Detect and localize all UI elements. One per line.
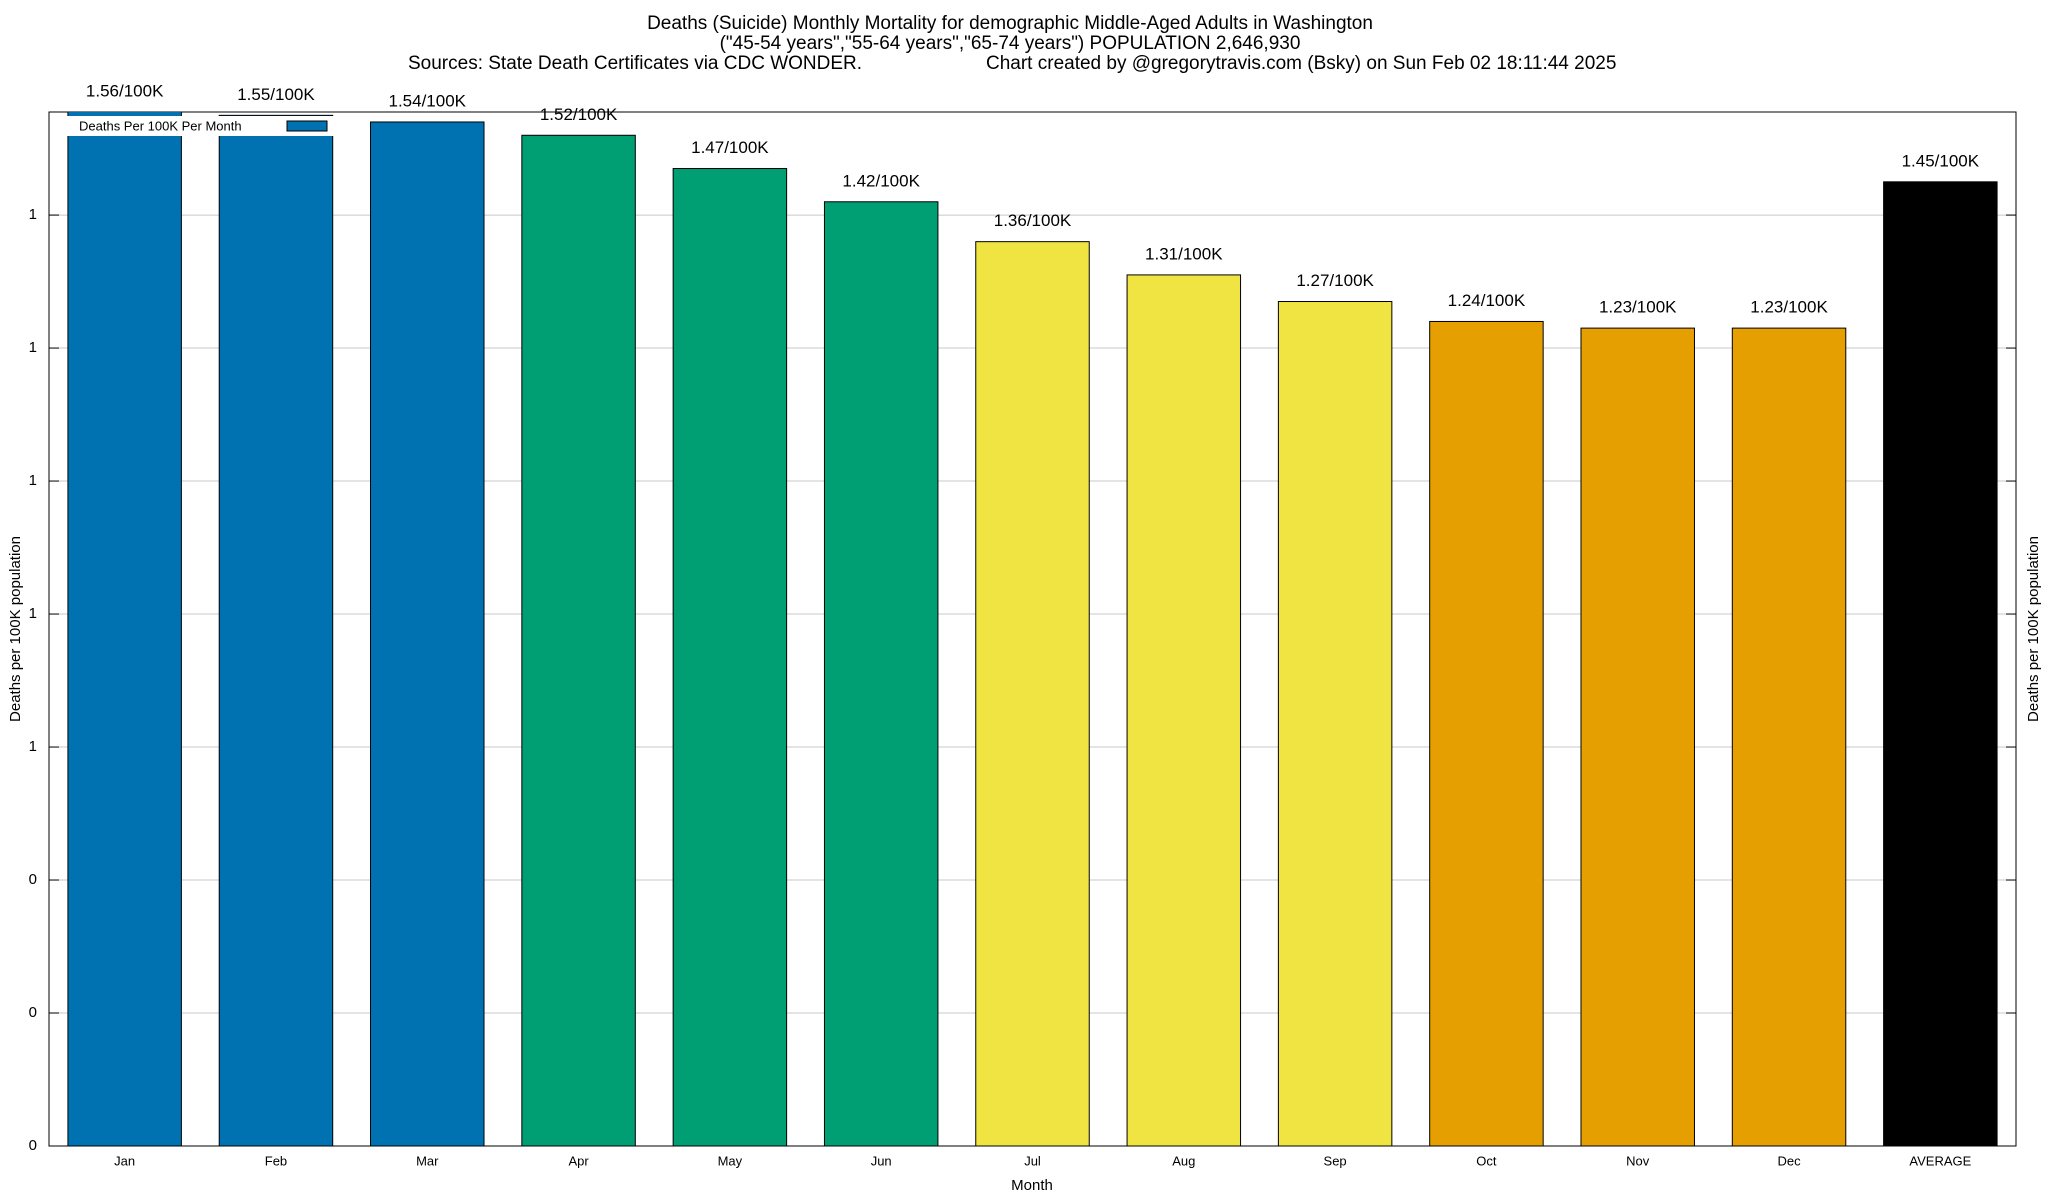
legend-swatch xyxy=(286,120,328,132)
bar xyxy=(1580,327,1695,1146)
chart-title: Deaths (Suicide) Monthly Mortality for d… xyxy=(647,13,1373,34)
x-tick-label: Jan xyxy=(114,1153,135,1168)
legend-label: Deaths Per 100K Per Month xyxy=(79,118,242,133)
value-label: 1.23/100K xyxy=(1750,298,1828,317)
bar xyxy=(1429,320,1544,1146)
x-tick-label: Oct xyxy=(1476,1153,1497,1168)
bar xyxy=(1277,301,1393,1146)
x-tick-label: AVERAGE xyxy=(1909,1153,1971,1168)
value-label: 1.52/100K xyxy=(540,105,618,124)
value-label: 1.54/100K xyxy=(389,91,467,110)
x-tick-label: Feb xyxy=(265,1153,287,1168)
bar xyxy=(1126,274,1242,1146)
y-tick-label: 1 xyxy=(29,339,37,356)
bar xyxy=(521,134,636,1146)
x-tick-label: Jul xyxy=(1024,1153,1041,1168)
value-label: 1.27/100K xyxy=(1296,271,1374,290)
y-tick-label: 0 xyxy=(29,1137,37,1154)
y-tick-label: 0 xyxy=(29,871,37,888)
bar xyxy=(975,241,1090,1146)
bar xyxy=(370,121,485,1146)
y-axis-label: Deaths per 100K population xyxy=(7,536,24,722)
sources: Sources: State Death Certificates via CD… xyxy=(408,53,862,74)
chart-subtitle: ("45-54 years","55-64 years","65-74 year… xyxy=(720,33,1301,54)
bar xyxy=(1731,327,1847,1146)
y-tick-label: 1 xyxy=(29,472,37,489)
value-label: 1.23/100K xyxy=(1599,298,1677,317)
x-tick-label: Jun xyxy=(871,1153,892,1168)
y-tick-label: 1 xyxy=(29,738,37,755)
y-tick-label: 0 xyxy=(29,1004,37,1021)
x-tick-label: May xyxy=(718,1153,743,1168)
bar xyxy=(823,201,939,1146)
bar xyxy=(672,168,788,1146)
value-label: 1.55/100K xyxy=(237,85,315,104)
value-label: 1.31/100K xyxy=(1145,244,1223,263)
value-label: 1.56/100K xyxy=(86,81,164,100)
value-label: 1.45/100K xyxy=(1902,151,1980,170)
y-tick-label: 1 xyxy=(29,206,37,223)
y-tick-label: 1 xyxy=(29,605,37,622)
x-tick-label: Dec xyxy=(1777,1153,1801,1168)
value-label: 1.24/100K xyxy=(1448,291,1526,310)
x-tick-label: Nov xyxy=(1626,1153,1650,1168)
value-label: 1.36/100K xyxy=(994,211,1072,230)
x-tick-label: Aug xyxy=(1172,1153,1195,1168)
credit: Chart created by @gregorytravis.com (Bsk… xyxy=(986,53,1616,74)
value-label: 1.42/100K xyxy=(842,171,920,190)
x-tick-label: Sep xyxy=(1324,1153,1347,1168)
bar xyxy=(1883,181,1998,1146)
bar xyxy=(218,114,334,1146)
legend-box xyxy=(59,116,339,136)
x-tick-label: Mar xyxy=(416,1153,439,1168)
x-tick-label: Apr xyxy=(568,1153,589,1168)
x-axis-label: Month xyxy=(1011,1177,1053,1194)
bar xyxy=(67,112,182,1146)
value-label: 1.47/100K xyxy=(691,138,769,157)
y2-axis-label: Deaths per 100K population xyxy=(2025,536,2042,722)
